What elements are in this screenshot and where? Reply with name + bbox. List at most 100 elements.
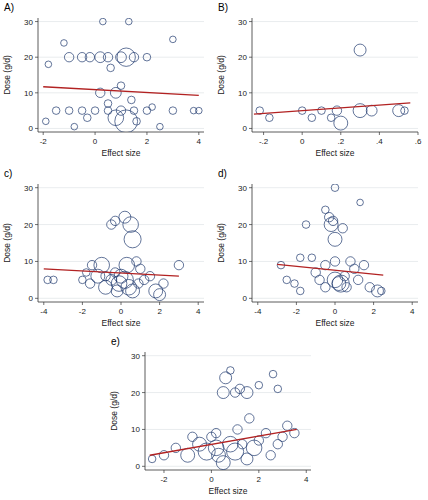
bubble xyxy=(342,283,351,292)
bubble xyxy=(346,257,355,266)
panel-title: A) xyxy=(4,2,14,13)
grid-line xyxy=(38,298,204,299)
x-tick xyxy=(198,132,199,135)
x-tick-label: -2 xyxy=(293,307,301,316)
bubble xyxy=(238,439,247,448)
x-tick-label: -4 xyxy=(254,307,262,316)
bubble xyxy=(308,114,316,122)
panel-title: e) xyxy=(111,336,120,347)
grid-line xyxy=(145,392,311,393)
plot-area xyxy=(42,18,202,132)
y-tick xyxy=(35,128,38,129)
x-tick xyxy=(258,470,259,473)
bubble xyxy=(128,96,136,104)
x-axis-label: Effect size xyxy=(315,148,354,158)
x-tick-label: 2 xyxy=(157,307,162,316)
y-tick-label: 20 xyxy=(131,389,140,398)
bubble xyxy=(328,216,337,225)
bubble xyxy=(217,387,229,399)
bubble xyxy=(111,216,120,225)
x-tick xyxy=(95,132,96,135)
bubble xyxy=(143,107,151,115)
y-tick-label: 0 xyxy=(136,462,141,471)
y-tick-label: 0 xyxy=(29,124,34,133)
bubble xyxy=(338,224,347,233)
bubble xyxy=(332,275,349,292)
bubble xyxy=(169,107,177,115)
bubble xyxy=(111,285,123,297)
x-tick xyxy=(412,302,413,305)
bubble xyxy=(283,276,291,284)
y-tick-label: 30 xyxy=(238,18,247,27)
grid-line xyxy=(145,429,311,430)
bubble xyxy=(159,279,168,288)
bubble xyxy=(296,287,304,295)
x-tick-label: -2 xyxy=(79,307,87,316)
bubble xyxy=(124,231,141,248)
bubble xyxy=(255,381,263,389)
bubble xyxy=(45,61,52,68)
bubble xyxy=(104,100,112,108)
x-tick-label: 2 xyxy=(371,307,376,316)
grid-line xyxy=(252,21,418,22)
x-tick-label: -2 xyxy=(160,475,168,484)
y-tick xyxy=(249,21,252,22)
bubble xyxy=(235,384,244,393)
x-tick xyxy=(198,302,199,305)
bubble xyxy=(52,107,60,115)
bubble xyxy=(296,254,304,262)
x-tick xyxy=(211,470,212,473)
bubble xyxy=(261,428,270,437)
y-axis xyxy=(145,352,146,470)
y-axis xyxy=(252,18,253,132)
plot-area xyxy=(148,367,299,470)
bubble xyxy=(133,118,141,126)
bubble xyxy=(227,367,235,375)
x-axis xyxy=(145,470,311,471)
fit-line xyxy=(43,87,199,96)
bubble xyxy=(157,123,164,130)
bubble xyxy=(95,52,106,63)
x-axis-label: Effect size xyxy=(101,318,140,328)
panel: e)0102030-2024Effect sizeDose (g/d) xyxy=(109,336,311,496)
y-tick-label: 0 xyxy=(243,294,248,303)
bubble xyxy=(211,428,220,437)
x-tick xyxy=(121,302,122,305)
y-tick-label: 0 xyxy=(29,294,34,303)
bubble xyxy=(212,448,226,462)
x-tick-label: 0 xyxy=(209,475,214,484)
x-axis-label: Effect size xyxy=(315,318,354,328)
bubble xyxy=(42,118,49,125)
grid-line xyxy=(145,355,311,356)
bubble xyxy=(65,107,73,115)
x-tick-label: 0 xyxy=(93,137,98,146)
bubble xyxy=(148,455,156,463)
x-tick xyxy=(43,302,44,305)
bubble xyxy=(91,107,99,115)
x-tick xyxy=(159,302,160,305)
x-tick xyxy=(302,132,303,135)
grid-line xyxy=(252,261,418,262)
x-axis-label: Effect size xyxy=(101,148,140,158)
fit-line xyxy=(277,264,383,275)
bubble xyxy=(139,275,148,284)
panel: c)0102030-4-2024Effect sizeDose (g/d) xyxy=(2,168,204,328)
grid-line xyxy=(145,466,311,467)
y-axis-label: Dose (g/d) xyxy=(216,223,226,263)
bubble xyxy=(107,220,116,229)
bubble xyxy=(365,283,374,292)
x-tick xyxy=(43,132,44,135)
y-tick xyxy=(35,298,38,299)
bubble xyxy=(85,279,94,288)
bubble xyxy=(241,387,253,399)
grid-line xyxy=(252,187,418,188)
x-tick xyxy=(146,132,147,135)
x-tick-label: .6 xyxy=(415,137,422,146)
x-tick-label: 0 xyxy=(333,307,338,316)
bubble xyxy=(196,107,203,114)
bubble xyxy=(108,110,124,126)
bubble xyxy=(82,269,90,277)
bubble xyxy=(302,221,310,229)
bubble xyxy=(331,184,339,191)
y-tick xyxy=(35,187,38,188)
